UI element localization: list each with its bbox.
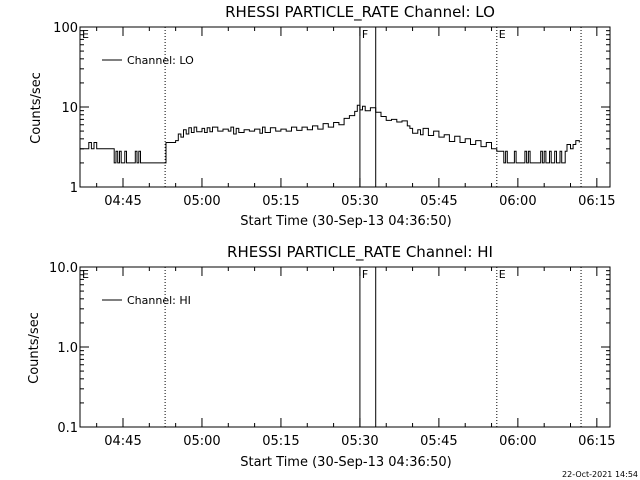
- marker-label: E: [82, 268, 89, 281]
- marker-label: F: [362, 28, 368, 41]
- y-tick-label: 1.0: [57, 341, 78, 356]
- timestamp-stamp: 22-Oct-2021 14:54: [562, 470, 638, 479]
- x-tick-label: 06:00: [499, 434, 536, 449]
- series-line: [80, 104, 580, 164]
- y-tick-label: 10.0: [49, 261, 78, 276]
- y-tick-label: 1: [70, 181, 78, 196]
- x-axis-label: Start Time (30-Sep-13 04:36:50): [240, 214, 451, 229]
- panel-title: RHESSI PARTICLE_RATE Channel: HI: [227, 243, 493, 262]
- x-axis-label: Start Time (30-Sep-13 04:36:50): [240, 455, 451, 470]
- y-tick-label: 0.1: [57, 421, 78, 436]
- x-tick-label: 05:45: [420, 434, 457, 449]
- panel-hi: RHESSI PARTICLE_RATE Channel: HI Counts/…: [27, 243, 616, 470]
- legend-label: Channel: HI: [127, 294, 191, 307]
- y-tick-label: 10: [61, 101, 78, 116]
- marker-label: E: [82, 28, 89, 41]
- legend-label: Channel: LO: [127, 54, 194, 67]
- plot-area: 1 10 100 04:45 05:00 05:15 05:30 05:45 06:00 06:1…: [53, 21, 615, 209]
- plot-area: 0.1 1.0 10.0 04:45 05:00 05:15 05:30 05:45 06:00…: [49, 261, 616, 449]
- x-tick-label: 05:15: [262, 194, 299, 209]
- panel-lo: RHESSI PARTICLE_RATE Channel: LO Counts/…: [29, 3, 616, 229]
- x-tick-label: 05:45: [420, 194, 457, 209]
- x-tick-label: 05:15: [262, 434, 299, 449]
- x-tick-label: 04:45: [104, 434, 141, 449]
- x-tick-label: 06:15: [578, 194, 615, 209]
- marker-label: E: [499, 268, 506, 281]
- marker-label: F: [362, 268, 368, 281]
- x-tick-label: 05:30: [341, 434, 378, 449]
- x-tick-label: 05:00: [183, 194, 220, 209]
- y-tick-label: 100: [53, 21, 78, 36]
- x-tick-label: 05:00: [183, 434, 220, 449]
- x-tick-label: 06:00: [499, 194, 536, 209]
- y-axis-label: Counts/sec: [29, 72, 44, 144]
- marker-label: E: [499, 28, 506, 41]
- x-tick-label: 05:30: [341, 194, 378, 209]
- plot-frame: [79, 266, 611, 428]
- x-tick-label: 06:15: [578, 434, 615, 449]
- panel-title: RHESSI PARTICLE_RATE Channel: LO: [225, 3, 495, 22]
- x-tick-label: 04:45: [104, 194, 141, 209]
- y-axis-label: Counts/sec: [27, 312, 42, 384]
